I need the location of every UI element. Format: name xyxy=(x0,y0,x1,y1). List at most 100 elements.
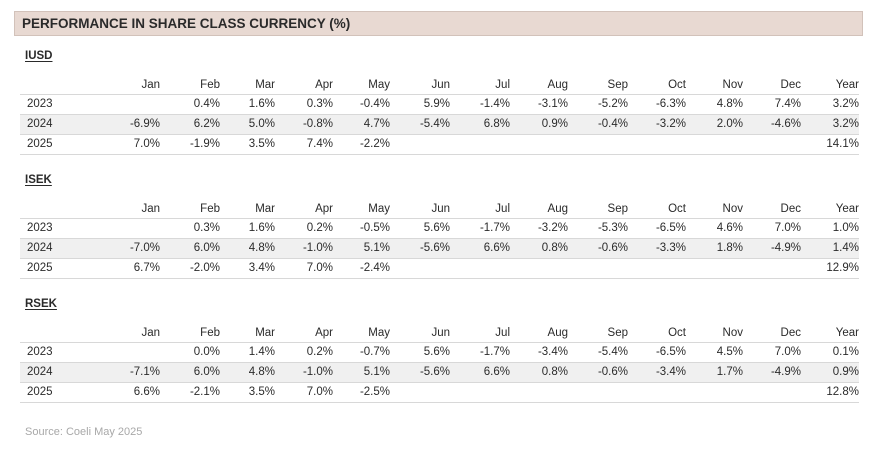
column-header: Sep xyxy=(607,202,628,215)
table-cell: 6.8% xyxy=(450,114,510,135)
table-cell: -3.4% xyxy=(510,341,568,363)
table-cell xyxy=(80,341,160,363)
table-cell xyxy=(743,382,801,403)
table-cell xyxy=(686,258,743,279)
table-cell xyxy=(450,258,510,279)
table-cell xyxy=(450,382,510,403)
row-year: 2025 xyxy=(20,382,80,403)
table-cell xyxy=(628,258,686,279)
table-cell: 0.4% xyxy=(160,93,220,115)
table-cell: 0.9% xyxy=(510,114,568,135)
table-cell: 6.7% xyxy=(80,258,160,279)
table-cell: -2.4% xyxy=(333,258,390,279)
table-cell xyxy=(686,134,743,155)
table-cell: -7.0% xyxy=(80,238,160,259)
table-cell xyxy=(743,258,801,279)
table-cell xyxy=(80,93,160,115)
column-header: Apr xyxy=(315,78,333,91)
table-row: 2023 0.4% 1.6% 0.3% -0.4% 5.9% -1.4% -3.1% -5.2%… xyxy=(20,93,859,115)
column-header: Dec xyxy=(780,78,801,91)
table-cell xyxy=(510,382,568,403)
column-header: Year xyxy=(835,202,859,215)
column-header: Mar xyxy=(255,326,275,339)
table-cell: -5.4% xyxy=(568,341,628,363)
performance-table-iusd: Jan Feb Mar Apr May Jun Jul Aug Sep Oct Nov Dec Year… xyxy=(20,74,859,155)
row-year: 2025 xyxy=(20,258,80,279)
column-header: Jan xyxy=(141,326,160,339)
table-cell: 3.2% xyxy=(801,114,859,135)
table-cell: -0.6% xyxy=(568,362,628,383)
table-cell: -0.7% xyxy=(333,341,390,363)
row-year: 2023 xyxy=(20,341,80,363)
table-cell: -3.1% xyxy=(510,93,568,115)
column-header: Jun xyxy=(431,78,450,91)
column-header: Feb xyxy=(200,326,220,339)
column-header: Apr xyxy=(315,202,333,215)
table-cell: 3.4% xyxy=(220,258,275,279)
table-cell: -1.0% xyxy=(275,238,333,259)
column-header: May xyxy=(368,326,390,339)
table-cell: -6.9% xyxy=(80,114,160,135)
table-cell: 0.8% xyxy=(510,362,568,383)
table-cell xyxy=(510,258,568,279)
table-cell: 0.0% xyxy=(160,341,220,363)
table-cell: 5.1% xyxy=(333,362,390,383)
table-cell: 6.2% xyxy=(160,114,220,135)
table-cell xyxy=(628,382,686,403)
row-year: 2023 xyxy=(20,93,80,115)
row-year: 2024 xyxy=(20,114,80,135)
header-blank-cell xyxy=(20,322,80,342)
table-cell: -6.3% xyxy=(628,93,686,115)
table-cell: -1.0% xyxy=(275,362,333,383)
table-cell: -5.6% xyxy=(390,362,450,383)
column-header: Oct xyxy=(668,78,686,91)
table-cell: 7.4% xyxy=(275,134,333,155)
table-cell: -4.6% xyxy=(743,114,801,135)
table-cell: -0.8% xyxy=(275,114,333,135)
table-cell: -0.4% xyxy=(333,93,390,115)
table-header-row: Jan Feb Mar Apr May Jun Jul Aug Sep Oct Nov Dec Year xyxy=(20,198,859,218)
table-row: 2025 6.7% -2.0% 3.4% 7.0% -2.4% 12.9% xyxy=(20,258,859,279)
table-cell xyxy=(568,382,628,403)
table-header-row: Jan Feb Mar Apr May Jun Jul Aug Sep Oct Nov Dec Year xyxy=(20,74,859,94)
table-cell xyxy=(510,134,568,155)
table-cell: 12.9% xyxy=(801,258,859,279)
table-cell: -6.5% xyxy=(628,341,686,363)
table-cell: 5.0% xyxy=(220,114,275,135)
column-header: Aug xyxy=(547,78,568,91)
column-header: Apr xyxy=(315,326,333,339)
table-cell: 3.5% xyxy=(220,382,275,403)
table-cell: -3.2% xyxy=(628,114,686,135)
table-cell: 12.8% xyxy=(801,382,859,403)
table-cell: -5.6% xyxy=(390,238,450,259)
row-year: 2024 xyxy=(20,238,80,259)
table-cell: 3.5% xyxy=(220,134,275,155)
table-cell xyxy=(390,382,450,403)
table-cell: -2.0% xyxy=(160,258,220,279)
header-blank-cell xyxy=(20,74,80,94)
column-header: Year xyxy=(835,326,859,339)
table-cell: 5.6% xyxy=(390,341,450,363)
row-year: 2024 xyxy=(20,362,80,383)
column-header: Feb xyxy=(200,78,220,91)
column-header: Jun xyxy=(431,202,450,215)
table-row: 2024 -7.0% 6.0% 4.8% -1.0% 5.1% -5.6% 6.6% 0.8% -… xyxy=(20,238,859,259)
table-cell: 1.8% xyxy=(686,238,743,259)
table-cell: -5.3% xyxy=(568,217,628,239)
table-cell: -1.9% xyxy=(160,134,220,155)
table-cell: 2.0% xyxy=(686,114,743,135)
table-cell: -6.5% xyxy=(628,217,686,239)
table-cell xyxy=(80,217,160,239)
table-cell: 0.2% xyxy=(275,341,333,363)
table-cell: 1.6% xyxy=(220,93,275,115)
table-cell xyxy=(390,258,450,279)
table-row: 2025 6.6% -2.1% 3.5% 7.0% -2.5% 12.8% xyxy=(20,382,859,403)
table-header-row: Jan Feb Mar Apr May Jun Jul Aug Sep Oct Nov Dec Year xyxy=(20,322,859,342)
table-cell: -4.9% xyxy=(743,362,801,383)
column-header: Feb xyxy=(200,202,220,215)
column-header: Dec xyxy=(780,202,801,215)
table-cell: 0.9% xyxy=(801,362,859,383)
column-header: Mar xyxy=(255,202,275,215)
table-cell: -3.2% xyxy=(510,217,568,239)
column-header: May xyxy=(368,78,390,91)
